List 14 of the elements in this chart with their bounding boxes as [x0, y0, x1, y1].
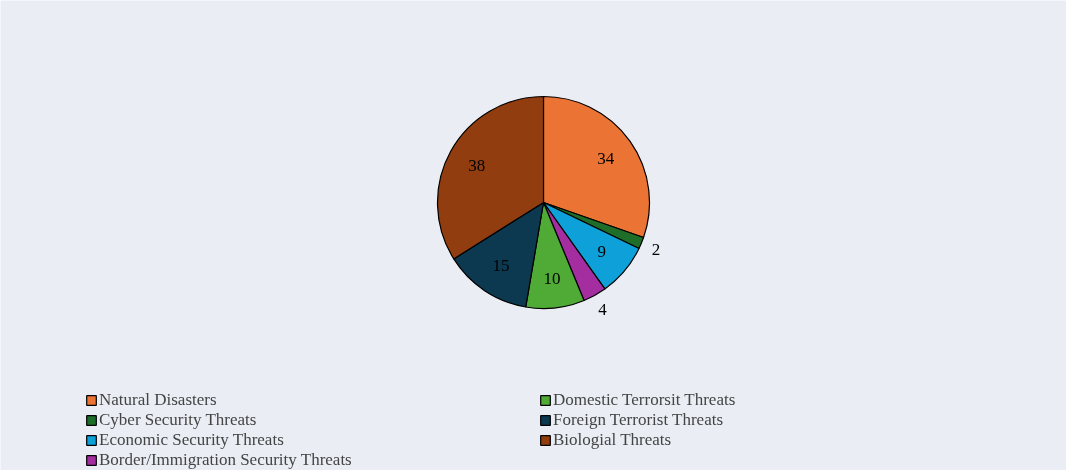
legend-label: Foreign Terrorist Threats — [553, 410, 725, 430]
data-label: 15 — [492, 256, 510, 276]
data-label: 34 — [597, 148, 615, 168]
legend-label: Biologial Threats — [553, 430, 673, 450]
data-label: 9 — [597, 242, 607, 262]
legend-label: Economic Security Threats — [99, 430, 285, 450]
legend-label: Domestic Terrorsit Threats — [553, 390, 737, 410]
legend-label: Cyber Security Threats — [99, 410, 258, 430]
legend-label: Border/Immigration Security Threats — [99, 450, 353, 470]
data-label: 2 — [651, 239, 661, 259]
legend-label: Natural Disasters — [99, 390, 218, 410]
data-label: 10 — [543, 268, 561, 288]
data-label: 38 — [468, 156, 486, 176]
data-label: 4 — [598, 299, 608, 319]
